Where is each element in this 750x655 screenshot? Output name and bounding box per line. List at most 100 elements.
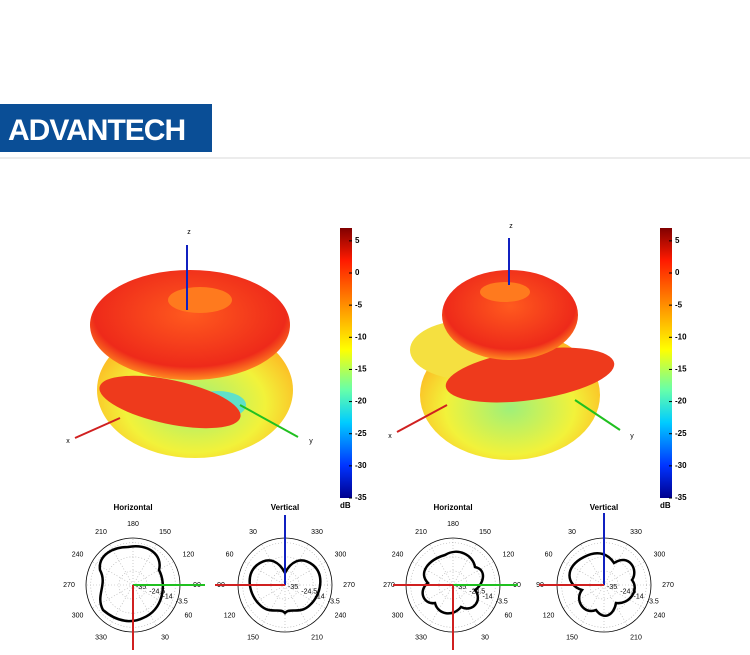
radial-tick-label: -3.5 bbox=[496, 598, 508, 605]
colorbar-tick-label: -5 bbox=[355, 300, 363, 309]
axis bbox=[396, 404, 448, 433]
angle-tick-label: 210 bbox=[415, 529, 427, 536]
angle-tick-label: 60 bbox=[505, 612, 513, 619]
angle-tick-label: 330 bbox=[630, 529, 642, 536]
spoke bbox=[284, 561, 326, 586]
colorbar-tick-label: -15 bbox=[355, 365, 367, 374]
spoke bbox=[603, 544, 628, 586]
spoke bbox=[580, 544, 605, 586]
spoke bbox=[244, 584, 286, 609]
angle-tick-label: 210 bbox=[311, 635, 323, 642]
angle-tick-label: 30 bbox=[161, 635, 169, 642]
polar-title: Horizontal bbox=[433, 503, 472, 512]
angle-tick-label: 30 bbox=[249, 529, 257, 536]
radial-tick-label: -14 bbox=[314, 593, 324, 600]
polar-curve bbox=[539, 513, 636, 618]
axis-label: y bbox=[309, 438, 313, 445]
radial-tick-label: -35 bbox=[456, 584, 466, 591]
polar-curve bbox=[215, 515, 322, 615]
radial-tick-label: -35 bbox=[288, 584, 298, 591]
colorbar bbox=[660, 228, 672, 498]
angle-tick-label: 120 bbox=[224, 612, 236, 619]
blob bbox=[168, 287, 232, 313]
colorbar-tick-label: -30 bbox=[355, 461, 367, 470]
spoke bbox=[603, 561, 645, 586]
angle-tick-label: 300 bbox=[335, 551, 347, 558]
spoke bbox=[429, 544, 454, 586]
spoke bbox=[284, 584, 309, 626]
colorbar-tick-label: 5 bbox=[675, 236, 680, 245]
angle-tick-label: 330 bbox=[311, 529, 323, 536]
colorbar-tick-label: -20 bbox=[675, 397, 687, 406]
angle-tick-label: 300 bbox=[392, 612, 404, 619]
colorbar-unit: dB bbox=[660, 501, 671, 510]
spoke bbox=[452, 544, 477, 586]
spoke bbox=[261, 544, 286, 586]
blob bbox=[442, 270, 578, 360]
angle-tick-label: 120 bbox=[543, 612, 555, 619]
radial-tick-label: -3.5 bbox=[176, 598, 188, 605]
angle-tick-label: 150 bbox=[479, 529, 491, 536]
pattern-3d bbox=[396, 238, 621, 460]
angle-tick-label: 300 bbox=[72, 612, 84, 619]
header: ADVANTECH bbox=[0, 104, 750, 159]
spoke bbox=[452, 561, 494, 586]
spoke bbox=[132, 584, 174, 609]
polar-title: Vertical bbox=[590, 503, 618, 512]
axis-label: z bbox=[187, 229, 191, 236]
angle-tick-label: 30 bbox=[568, 529, 576, 536]
spoke bbox=[603, 584, 645, 609]
colorbar-tick-label: -20 bbox=[355, 397, 367, 406]
radial-tick-label: -24.5 bbox=[301, 589, 317, 596]
spoke bbox=[92, 584, 134, 609]
colorbar-tick-label: -10 bbox=[675, 332, 687, 341]
spoke bbox=[284, 544, 309, 586]
colorbar bbox=[340, 228, 352, 498]
spoke bbox=[261, 584, 286, 626]
colorbar-tick-label: -15 bbox=[675, 365, 687, 374]
polar-title: Vertical bbox=[271, 503, 299, 512]
axis bbox=[239, 404, 299, 438]
polar-curve bbox=[98, 544, 205, 655]
colorbar-tick-label: 0 bbox=[355, 268, 360, 277]
spoke bbox=[563, 561, 605, 586]
angle-tick-label: 210 bbox=[630, 635, 642, 642]
pattern-3d bbox=[74, 245, 299, 458]
angle-tick-label: 270 bbox=[383, 582, 395, 589]
radial-tick-label: -24.5 bbox=[620, 589, 636, 596]
angle-tick-label: 150 bbox=[247, 635, 259, 642]
colorbar-tick-label: -25 bbox=[675, 429, 687, 438]
radial-tick-label: -24.5 bbox=[149, 589, 165, 596]
spoke bbox=[452, 584, 477, 626]
angle-tick-label: 30 bbox=[481, 635, 489, 642]
colorbar-tick-label: -35 bbox=[355, 493, 367, 502]
angle-tick-label: 60 bbox=[545, 551, 553, 558]
logo: ADVANTECH bbox=[8, 114, 185, 147]
colorbar-tick-label: 5 bbox=[355, 236, 360, 245]
angle-tick-label: 330 bbox=[95, 635, 107, 642]
angle-tick-label: 150 bbox=[566, 635, 578, 642]
angle-tick-label: 240 bbox=[654, 612, 666, 619]
spoke bbox=[92, 561, 134, 586]
angle-tick-label: 270 bbox=[662, 582, 674, 589]
spoke bbox=[109, 584, 134, 626]
radial-tick-label: -14 bbox=[633, 593, 643, 600]
radial-tick-label: -3.5 bbox=[328, 598, 340, 605]
polar-title: Horizontal bbox=[113, 503, 152, 512]
angle-tick-label: 300 bbox=[654, 551, 666, 558]
angle-tick-label: 240 bbox=[72, 551, 84, 558]
axis-label: x bbox=[66, 438, 70, 445]
blob bbox=[90, 270, 290, 380]
axis-label: x bbox=[388, 433, 392, 440]
axis bbox=[574, 399, 621, 431]
angle-tick-label: 120 bbox=[503, 551, 515, 558]
radial-tick-label: -35 bbox=[136, 584, 146, 591]
radial-tick-label: -3.5 bbox=[647, 598, 659, 605]
angle-tick-label: 60 bbox=[226, 551, 234, 558]
spoke bbox=[563, 584, 605, 609]
angle-tick-label: 180 bbox=[127, 521, 139, 528]
angle-tick-label: 150 bbox=[159, 529, 171, 536]
angle-tick-label: 210 bbox=[95, 529, 107, 536]
blob bbox=[99, 375, 241, 429]
